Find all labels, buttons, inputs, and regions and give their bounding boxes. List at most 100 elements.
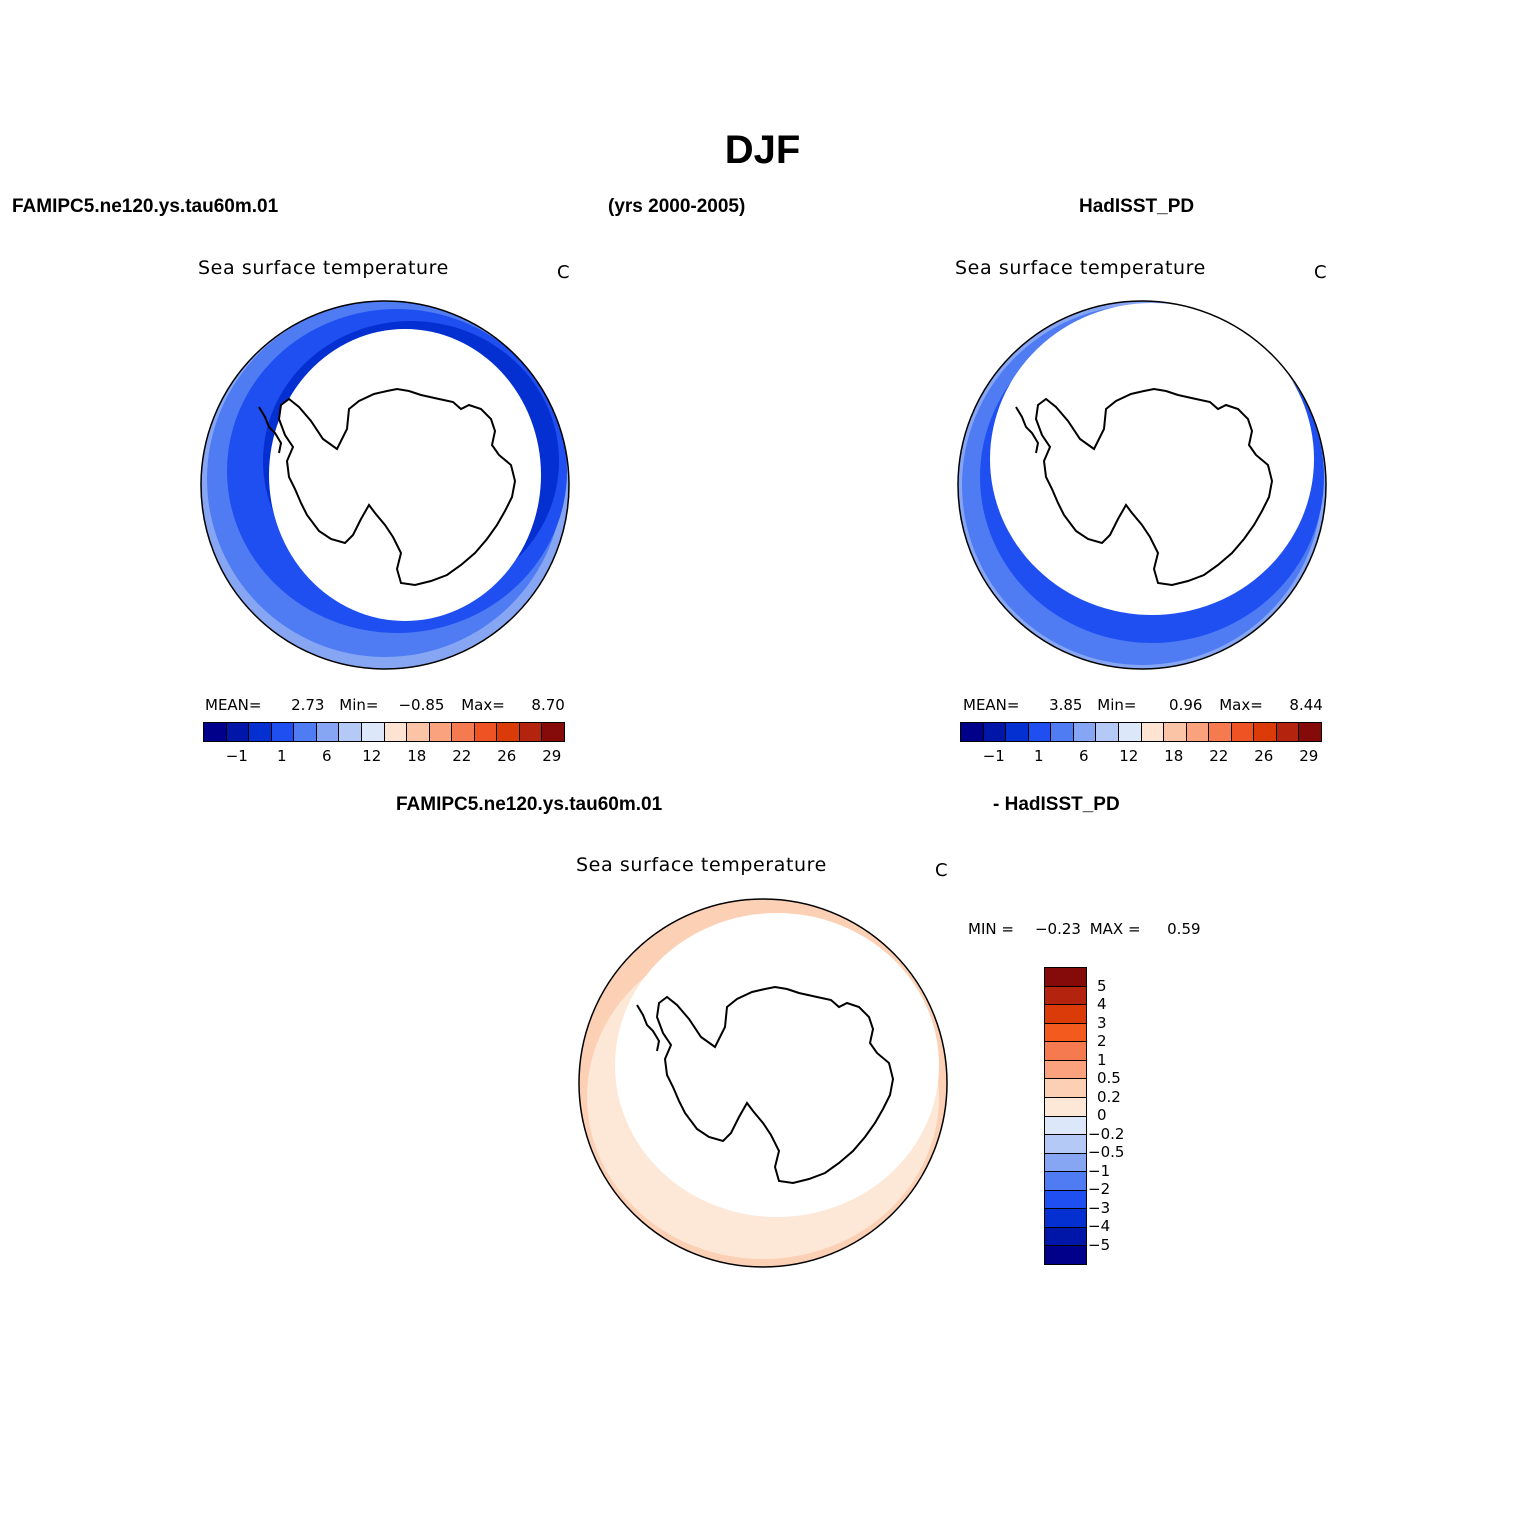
antarctica-coastline — [655, 985, 895, 1185]
colorbar-swatch — [407, 723, 430, 741]
colorbar-tick-label: 1 — [1097, 1050, 1107, 1069]
colorbar-swatch — [1028, 723, 1052, 741]
antarctica-coastline — [277, 387, 517, 587]
colorbar-tick-label: −5 — [1088, 1235, 1111, 1254]
colorbar-swatch — [1276, 723, 1300, 741]
map-border — [957, 300, 1327, 670]
colorbar-swatch — [1045, 986, 1086, 1006]
colorbar-tick-label: 22 — [1209, 747, 1229, 765]
panel2-units: C — [1314, 262, 1327, 283]
panel2-stats: MEAN= 3.85 Min= 0.96 Max= 8.44 — [963, 696, 1323, 714]
colorbar-swatch — [249, 723, 272, 741]
panel3-colorbar — [1044, 967, 1087, 1265]
diff-right-label: - HadISST_PD — [993, 794, 1120, 815]
colorbar-swatch — [429, 723, 453, 741]
colorbar-swatch — [474, 723, 498, 741]
sst-field — [579, 899, 947, 1267]
panel1-units: C — [557, 262, 570, 283]
colorbar-swatch — [1045, 1005, 1086, 1024]
colorbar-tick-label: 2 — [1097, 1032, 1107, 1050]
colorbar-swatch — [452, 723, 475, 741]
colorbar-tick-label: −0.2 — [1088, 1124, 1125, 1143]
colorbar-tick-label: 12 — [362, 747, 382, 765]
colorbar-swatch — [1006, 723, 1029, 741]
panel1-title: Sea surface temperature — [198, 257, 449, 279]
map-border — [578, 898, 948, 1268]
figure-title: DJF — [724, 128, 801, 172]
panel3-map — [578, 898, 948, 1268]
colorbar-tick-label: 18 — [407, 747, 427, 765]
colorbar-swatch — [204, 723, 227, 741]
colorbar-swatch — [1164, 723, 1187, 741]
colorbar-tick-label: −4 — [1088, 1217, 1111, 1235]
colorbar-swatch — [1045, 1135, 1086, 1154]
colorbar-swatch — [361, 723, 385, 741]
colorbar-swatch — [1045, 968, 1086, 987]
colorbar-swatch — [1231, 723, 1255, 741]
colorbar-swatch — [1209, 723, 1232, 741]
obs-label: HadISST_PD — [1079, 196, 1195, 217]
colorbar-swatch — [339, 723, 362, 741]
panel1-map — [200, 300, 570, 670]
colorbar-tick-label: 4 — [1097, 995, 1107, 1013]
colorbar-tick-label: 1 — [276, 747, 287, 765]
panel1-stats: MEAN= 2.73 Min= −0.85 Max= 8.70 — [205, 696, 565, 714]
colorbar-swatch — [983, 723, 1007, 741]
colorbar-tick-label: 6 — [321, 747, 332, 765]
colorbar-tick-label: −0.5 — [1088, 1143, 1125, 1161]
panel3-units: C — [935, 860, 948, 881]
colorbar-swatch — [1051, 723, 1074, 741]
map-border — [200, 300, 570, 670]
panel3-title: Sea surface temperature — [576, 854, 827, 876]
colorbar-swatch — [1045, 1153, 1086, 1173]
colorbar-swatch — [1186, 723, 1210, 741]
colorbar-swatch — [1254, 723, 1277, 741]
colorbar-swatch — [1299, 723, 1321, 741]
colorbar-swatch — [1045, 1023, 1086, 1043]
colorbar-swatch — [1045, 1190, 1086, 1210]
model-label: FAMIPC5.ne120.ys.tau60m.01 — [12, 196, 279, 217]
colorbar-tick-label: 5 — [1097, 976, 1107, 995]
panel2-title: Sea surface temperature — [955, 257, 1206, 279]
colorbar-swatch — [384, 723, 408, 741]
colorbar-tick-label: 29 — [1299, 747, 1319, 765]
colorbar-swatch — [1045, 1116, 1086, 1136]
colorbar-tick-label: −1 — [1088, 1161, 1111, 1180]
peninsula-coastline — [258, 406, 283, 454]
colorbar-swatch — [1118, 723, 1142, 741]
colorbar-swatch — [961, 723, 984, 741]
colorbar-swatch — [1045, 1227, 1086, 1247]
colorbar-swatch — [1045, 1079, 1086, 1098]
colorbar-swatch — [497, 723, 520, 741]
sst-field — [958, 301, 1326, 669]
colorbar-tick-label: −1 — [225, 747, 248, 765]
colorbar-tick-label: 12 — [1119, 747, 1139, 765]
panel2-map — [957, 300, 1327, 670]
colorbar-tick-label: 6 — [1078, 747, 1089, 765]
colorbar-swatch — [1045, 1172, 1086, 1191]
colorbar-tick-label: 0.5 — [1097, 1069, 1121, 1087]
panel1-colorbar — [203, 722, 565, 742]
panel3-stats: MIN = −0.23 MAX = 0.59 — [968, 920, 1201, 938]
colorbar-tick-label: −2 — [1088, 1180, 1111, 1198]
colorbar-tick-label: 29 — [542, 747, 562, 765]
peninsula-coastline — [636, 1004, 661, 1052]
colorbar-swatch — [226, 723, 250, 741]
years-label: (yrs 2000-2005) — [608, 196, 746, 217]
peninsula-coastline — [1015, 406, 1040, 454]
colorbar-swatch — [1096, 723, 1119, 741]
colorbar-tick-label: 3 — [1097, 1013, 1107, 1032]
colorbar-swatch — [271, 723, 295, 741]
colorbar-swatch — [316, 723, 340, 741]
panel2-colorbar — [960, 722, 1322, 742]
colorbar-swatch — [1141, 723, 1165, 741]
colorbar-swatch — [1045, 1042, 1086, 1061]
colorbar-swatch — [1045, 1097, 1086, 1117]
colorbar-tick-label: −1 — [982, 747, 1005, 765]
colorbar-tick-label: 18 — [1164, 747, 1184, 765]
antarctica-coastline — [1034, 387, 1274, 587]
colorbar-swatch — [542, 723, 564, 741]
colorbar-tick-label: 1 — [1033, 747, 1044, 765]
sst-field — [201, 301, 569, 669]
colorbar-swatch — [1073, 723, 1097, 741]
